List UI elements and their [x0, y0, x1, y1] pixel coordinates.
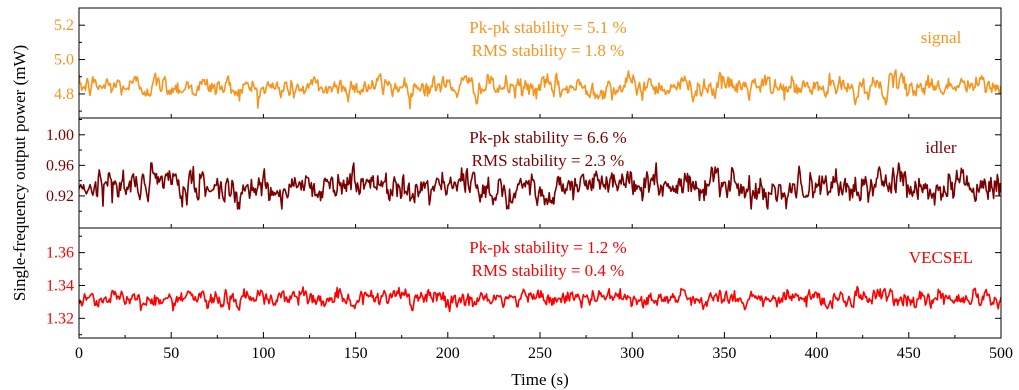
x-tick-label: 50 [163, 345, 179, 362]
y-tick-label: 0.92 [46, 188, 74, 205]
series-line-signal [79, 69, 1001, 110]
y-tick-label: 1.00 [46, 127, 74, 144]
y-axis-title: Single-frequency output power (mW) [10, 45, 29, 301]
y-tick-label: 0.96 [46, 157, 74, 174]
panel-signal: 4.8 5.0 5.2 Pk-pk stability = 5.1 % RMS stab… [54, 7, 1002, 119]
series-label-idler: idler [925, 138, 956, 157]
x-tick-label: 0 [75, 345, 83, 362]
pkpk-stability-label: Pk-pk stability = 1.2 % [469, 238, 626, 257]
y-tick-label: 1.32 [46, 310, 74, 327]
x-axis: 0 50 100 150 200 250 300 350 400 450 500 [75, 114, 1013, 362]
x-tick-label: 450 [897, 345, 921, 362]
series-label-signal: signal [921, 28, 962, 47]
pkpk-stability-label: Pk-pk stability = 5.1 % [469, 18, 626, 37]
series-line-idler [79, 162, 1001, 210]
panel-vecsel: 1.32 1.34 1.36 Pk-pk stability = 1.2 % RMS s… [46, 227, 1002, 339]
x-tick-label: 100 [251, 345, 275, 362]
x-tick-label: 150 [344, 345, 368, 362]
pkpk-stability-label: Pk-pk stability = 6.6 % [469, 128, 626, 147]
chart-panels: 4.8 5.0 5.2 Pk-pk stability = 5.1 % RMS stab… [46, 7, 1002, 339]
y-tick-label: 4.8 [54, 86, 74, 103]
x-tick-label: 300 [620, 345, 644, 362]
y-tick-label: 5.2 [54, 17, 74, 34]
x-tick-label: 200 [436, 345, 460, 362]
x-tick-label: 250 [528, 345, 552, 362]
x-tick-label: 350 [712, 345, 736, 362]
series-label-vecsel: VECSEL [909, 248, 973, 267]
y-tick-label: 1.36 [46, 245, 74, 262]
panel-idler: 0.92 0.96 1.00 Pk-pk stability = 6.6 % RMS s… [46, 117, 1002, 229]
rms-stability-label: RMS stability = 1.8 % [472, 41, 625, 60]
rms-stability-label: RMS stability = 2.3 % [472, 151, 625, 170]
series-line-vecsel [79, 285, 1001, 313]
x-axis-title: Time (s) [511, 370, 568, 389]
y-tick-label: 1.34 [46, 277, 74, 294]
x-tick-label: 500 [989, 345, 1013, 362]
y-tick-label: 5.0 [54, 52, 74, 69]
rms-stability-label: RMS stability = 0.4 % [472, 261, 625, 280]
x-tick-label: 400 [805, 345, 829, 362]
